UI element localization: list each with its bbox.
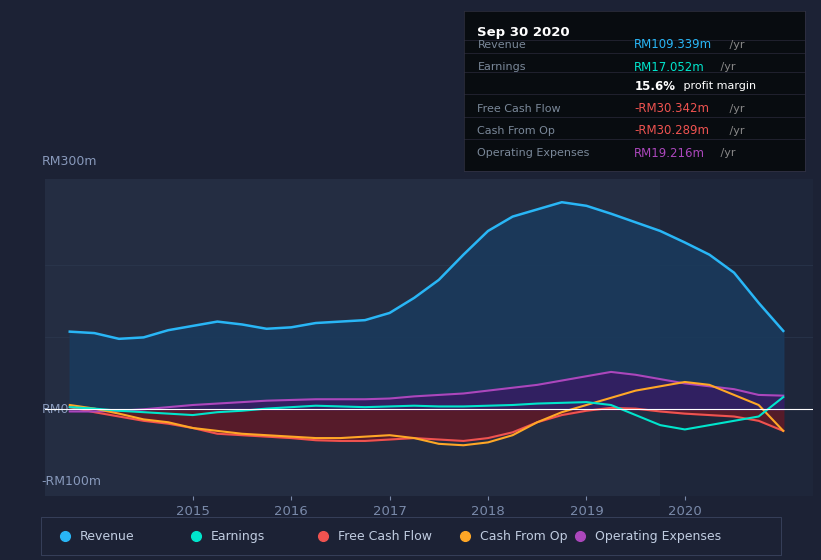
Text: /yr: /yr bbox=[727, 126, 745, 136]
Text: RM0: RM0 bbox=[41, 403, 69, 416]
Text: Sep 30 2020: Sep 30 2020 bbox=[478, 26, 570, 39]
Text: Revenue: Revenue bbox=[478, 40, 526, 50]
Text: -RM30.342m: -RM30.342m bbox=[635, 102, 709, 115]
Text: RM109.339m: RM109.339m bbox=[635, 38, 713, 51]
Text: /yr: /yr bbox=[727, 40, 745, 50]
Text: Cash From Op: Cash From Op bbox=[478, 126, 555, 136]
Text: Operating Expenses: Operating Expenses bbox=[478, 148, 589, 158]
Text: Revenue: Revenue bbox=[80, 530, 135, 543]
Text: -RM30.289m: -RM30.289m bbox=[635, 124, 709, 137]
Text: 15.6%: 15.6% bbox=[635, 80, 675, 93]
Text: Cash From Op: Cash From Op bbox=[479, 530, 567, 543]
FancyBboxPatch shape bbox=[41, 517, 781, 555]
Text: -RM100m: -RM100m bbox=[41, 475, 101, 488]
Text: /yr: /yr bbox=[717, 62, 736, 72]
Text: Free Cash Flow: Free Cash Flow bbox=[478, 104, 561, 114]
Text: RM17.052m: RM17.052m bbox=[635, 60, 705, 73]
Text: Earnings: Earnings bbox=[211, 530, 265, 543]
Text: RM300m: RM300m bbox=[41, 155, 97, 168]
Text: /yr: /yr bbox=[727, 104, 745, 114]
Text: Earnings: Earnings bbox=[478, 62, 526, 72]
Text: /yr: /yr bbox=[717, 148, 736, 158]
Text: Operating Expenses: Operating Expenses bbox=[595, 530, 722, 543]
Bar bbox=[660, 179, 813, 496]
Text: RM19.216m: RM19.216m bbox=[635, 147, 705, 160]
Text: profit margin: profit margin bbox=[681, 81, 756, 91]
Text: Free Cash Flow: Free Cash Flow bbox=[337, 530, 432, 543]
